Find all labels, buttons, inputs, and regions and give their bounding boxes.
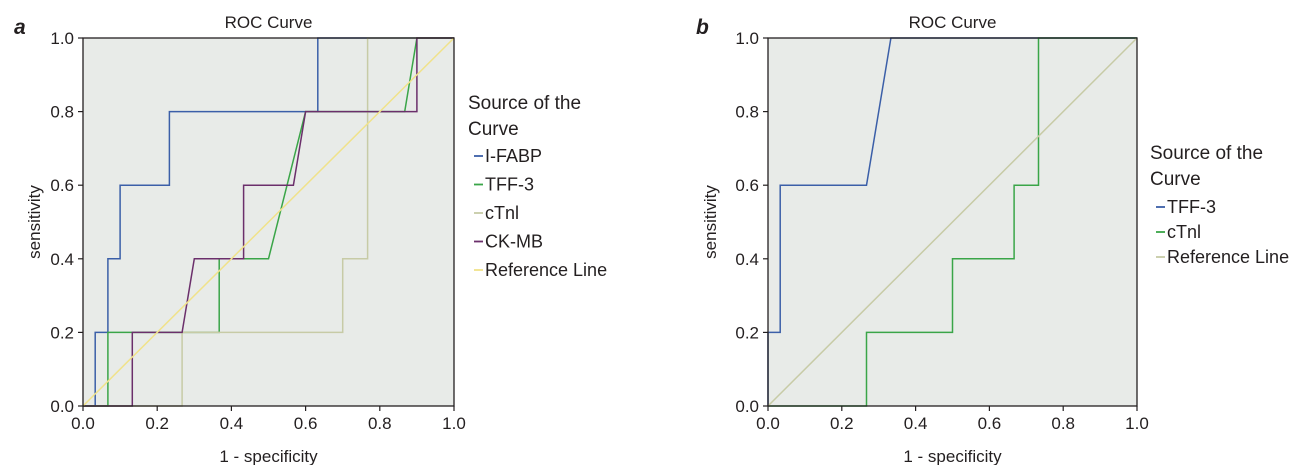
legend-entry: Reference Line	[485, 260, 607, 280]
y-tick-label: 0.2	[50, 323, 74, 342]
x-tick-label: 0.4	[904, 414, 928, 433]
legend-entry: CK-MB	[485, 232, 543, 252]
series-line-reference-line	[767, 37, 1138, 407]
legend-title: Curve	[1150, 169, 1201, 190]
x-tick-label: 0.2	[145, 414, 169, 433]
series-line-reference-line	[82, 37, 455, 407]
series-line-ck-mb	[83, 37, 454, 407]
legend-title: Source of the	[1150, 143, 1263, 164]
chart-panel-a: a ROC Curve 0.0 0.2 0.4 0.6 0.8 1.0 0.0 0.2 0.4 0.6…	[14, 13, 607, 466]
x-tick-label: 0.6	[294, 414, 318, 433]
x-tick-label: 0.6	[978, 414, 1002, 433]
legend-entry: TFF-3	[1167, 197, 1216, 217]
legend-entry: cTnl	[1167, 222, 1201, 242]
y-tick-label: 0.4	[50, 250, 74, 269]
y-tick-label: 0.0	[50, 397, 74, 416]
x-tick-label: 0.0	[756, 414, 780, 433]
y-tick-label: 1.0	[735, 29, 759, 48]
x-tick-label: 0.0	[71, 414, 95, 433]
y-tick-label: 0.6	[50, 176, 74, 195]
legend-title: Source of the	[468, 93, 581, 114]
y-tick-label: 0.0	[735, 397, 759, 416]
y-tick-label: 1.0	[50, 29, 74, 48]
y-tick-label: 0.6	[735, 176, 759, 195]
legend-entry: I-FABP	[485, 146, 542, 166]
y-tick-label: 0.8	[50, 103, 74, 122]
x-axis-label: 1 - specificity	[219, 447, 318, 465]
x-tick-label: 0.8	[368, 414, 392, 433]
x-tick-label: 1.0	[442, 414, 466, 433]
x-tick-label: 0.2	[830, 414, 854, 433]
y-axis-label: sensitivity	[701, 185, 720, 259]
x-tick-label: 1.0	[1125, 414, 1149, 433]
legend-entry: Reference Line	[1167, 247, 1289, 267]
series-line-ctnl	[768, 37, 1137, 407]
x-tick-label: 0.4	[220, 414, 244, 433]
x-tick-label: 0.8	[1051, 414, 1075, 433]
chart-title: ROC Curve	[909, 13, 997, 32]
legend-entry: cTnl	[485, 203, 519, 223]
y-tick-label: 0.2	[735, 323, 759, 342]
x-axis-label: 1 - specificity	[903, 447, 1002, 465]
series-line-ctnl	[83, 37, 454, 407]
series-line-i-fabp	[83, 37, 454, 407]
y-tick-label: 0.8	[735, 103, 759, 122]
y-axis-label: sensitivity	[25, 185, 44, 259]
legend-entry: TFF-3	[485, 175, 534, 195]
plot-frame	[82, 37, 455, 407]
legend-title: Curve	[468, 119, 519, 140]
plot-frame	[767, 37, 1138, 407]
chart-title: ROC Curve	[225, 13, 313, 32]
y-tick-label: 0.4	[735, 250, 759, 269]
panel-letter: a	[14, 16, 26, 39]
panel-letter: b	[696, 16, 709, 39]
chart-panel-b: b ROC Curve 0.0 0.2 0.4 0.6 0.8 1.0 0.0 0.2 0.4 0.6…	[696, 13, 1289, 466]
